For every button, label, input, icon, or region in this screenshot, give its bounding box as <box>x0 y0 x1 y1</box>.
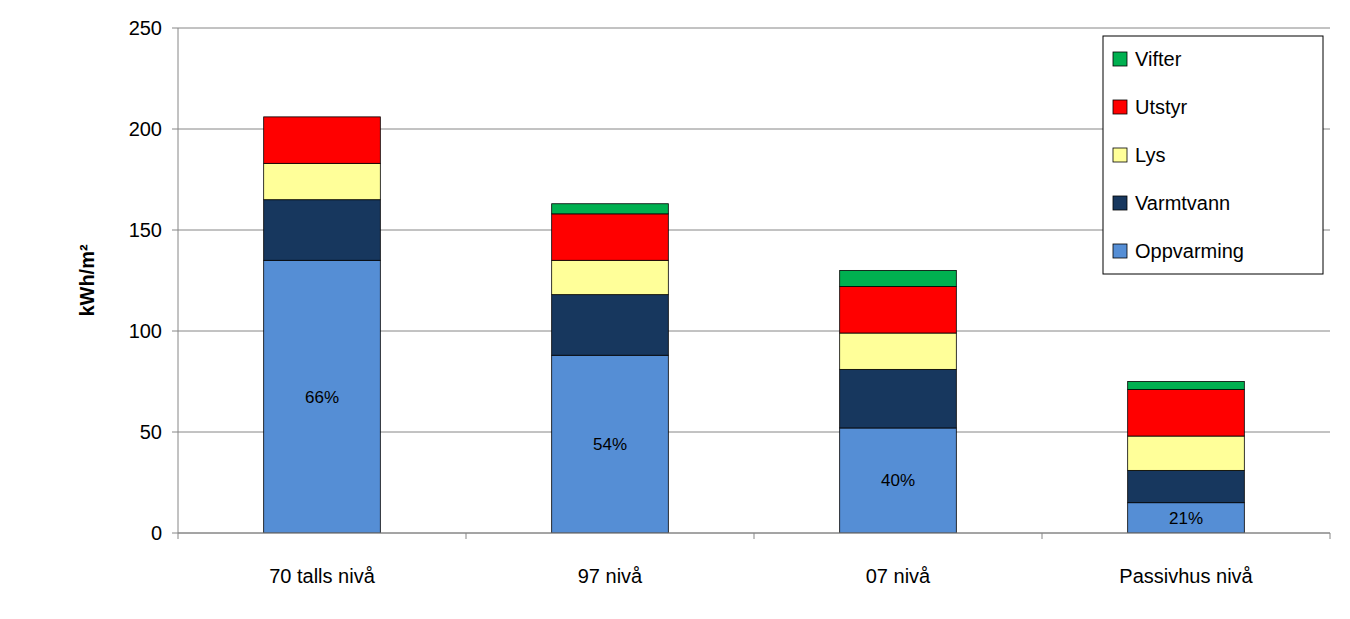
legend-label: Utstyr <box>1135 96 1188 118</box>
segment-annotation: 54% <box>593 435 627 454</box>
legend-label: Varmtvann <box>1135 192 1230 214</box>
legend-label: Lys <box>1135 144 1165 166</box>
x-tick <box>1330 533 1331 539</box>
y-tick-label: 150 <box>129 219 162 241</box>
y-axis-label: kWh/m² <box>76 244 98 317</box>
bar-segment <box>840 428 957 533</box>
bar-segment <box>1128 382 1245 390</box>
bar-segment <box>264 116 381 117</box>
legend-swatch <box>1113 100 1127 114</box>
bar-segment <box>1128 390 1245 436</box>
y-tick <box>172 129 178 130</box>
annotations: 66% 54% 40% 21% <box>305 388 1203 528</box>
x-tick <box>1042 533 1043 539</box>
bar-segment <box>1128 436 1245 470</box>
x-tick-label: 70 talls nivå <box>269 565 375 587</box>
legend-swatch <box>1113 244 1127 258</box>
legend-swatch <box>1113 52 1127 66</box>
bar-segment <box>264 117 381 163</box>
chart: 0 50 100 150 200 250 kWh/m² 66% 54% 40% 21% 70 tall… <box>0 0 1350 619</box>
x-tick-label: Passivhus nivå <box>1119 565 1253 587</box>
bars <box>264 117 1245 533</box>
bar-segment <box>552 295 669 356</box>
grid-line <box>178 28 1330 29</box>
bar-segment <box>840 333 957 369</box>
legend-label: Vifter <box>1135 48 1182 70</box>
bar-segment <box>264 260 381 533</box>
bar-segment <box>552 355 669 533</box>
bar-segment <box>840 270 957 286</box>
y-tick <box>172 533 178 534</box>
legend: Vifter Utstyr Lys Varmtvann Oppvarming <box>1103 36 1323 274</box>
y-axis <box>178 28 179 533</box>
bar-segment <box>1128 470 1245 502</box>
bar-segment <box>1128 503 1245 533</box>
x-tick-label: 97 nivå <box>578 565 643 587</box>
bar-segment <box>264 163 381 199</box>
legend-swatch <box>1113 196 1127 210</box>
bar-segment <box>840 369 957 428</box>
y-tick-label: 0 <box>151 522 162 544</box>
y-tick-label: 100 <box>129 320 162 342</box>
bar-segment <box>552 260 669 294</box>
segment-annotation: 66% <box>305 388 339 407</box>
legend-swatch <box>1113 148 1127 162</box>
y-tick <box>172 432 178 433</box>
legend-label: Oppvarming <box>1135 240 1244 262</box>
bar-segment <box>264 200 381 261</box>
x-tick <box>466 533 467 539</box>
y-tick <box>172 331 178 332</box>
y-tick-label: 50 <box>140 421 162 443</box>
y-tick-label: 200 <box>129 118 162 140</box>
x-tick <box>178 533 179 539</box>
segment-annotation: 40% <box>881 471 915 490</box>
y-tick <box>172 230 178 231</box>
y-tick-label: 250 <box>129 17 162 39</box>
bar-segment <box>552 214 669 260</box>
x-tick <box>754 533 755 539</box>
x-tick-label: 07 nivå <box>866 565 931 587</box>
segment-annotation: 21% <box>1169 509 1203 528</box>
bar-segment <box>552 204 669 214</box>
y-tick <box>172 28 178 29</box>
legend-box <box>1103 36 1323 274</box>
bar-segment <box>840 287 957 333</box>
